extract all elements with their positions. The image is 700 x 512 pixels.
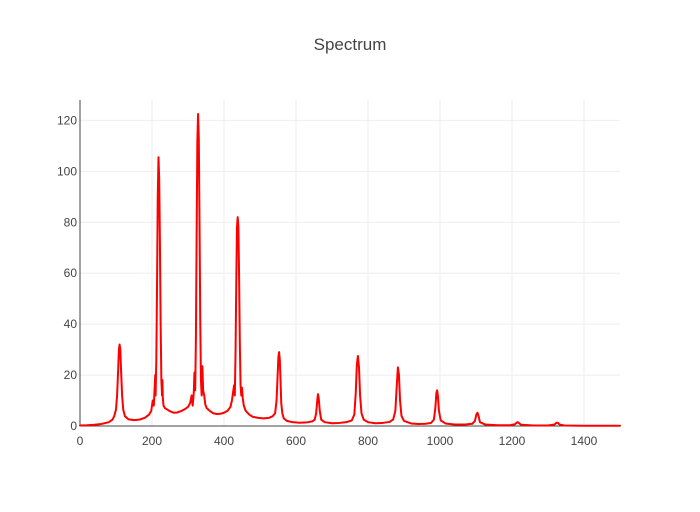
plot-area: [79, 113, 621, 427]
x-axis-ticks: 0 200 400 600 800 1000 1200 1400: [77, 434, 598, 448]
y-tick-label: 100: [57, 164, 77, 178]
y-tick-label: 60: [64, 266, 78, 280]
x-tick-label: 1000: [427, 434, 454, 448]
series-line: [79, 113, 621, 427]
y-tick-label: 80: [64, 215, 78, 229]
grid: [80, 100, 620, 426]
chart-title: Spectrum: [314, 35, 387, 54]
y-tick-label: 40: [64, 317, 78, 331]
y-axis-ticks: 0 20 40 60 80 100 120: [57, 113, 77, 433]
x-tick-label: 0: [77, 434, 84, 448]
y-tick-label: 0: [70, 419, 77, 433]
x-tick-label: 600: [286, 434, 306, 448]
y-tick-label: 20: [64, 368, 78, 382]
x-tick-label: 200: [142, 434, 162, 448]
x-tick-label: 800: [358, 434, 378, 448]
x-tick-label: 1400: [571, 434, 598, 448]
x-tick-label: 400: [214, 434, 234, 448]
y-tick-label: 120: [57, 113, 77, 127]
x-tick-label: 1200: [499, 434, 526, 448]
